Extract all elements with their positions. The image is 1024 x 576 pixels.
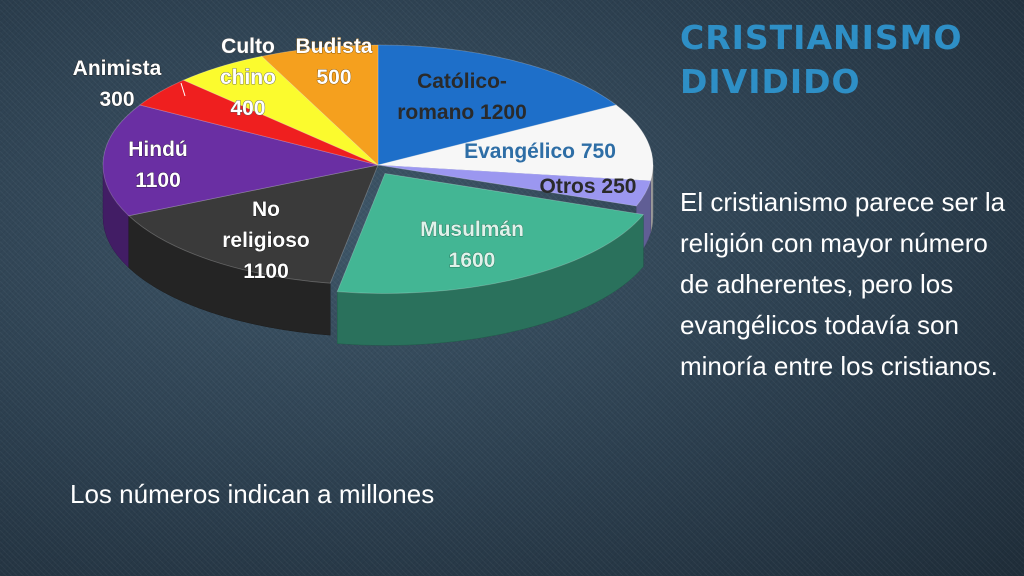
pie-chart: Católico-romano 1200 Evangélico 750 Otros …	[72, 35, 654, 346]
pie-slice-budista	[260, 44, 379, 166]
pie-slice-evangelico	[377, 104, 654, 182]
pie-label-no-religioso: No religioso 1100	[222, 198, 310, 283]
pie-slice-otros	[377, 164, 652, 207]
slide-title-line-1: CRISTIANISMO	[680, 18, 963, 57]
pie-label-budista: Budista 500	[295, 35, 372, 89]
pie-tops	[102, 44, 654, 294]
slide-title: CRISTIANISMO DIVIDIDO	[680, 16, 1010, 104]
pie-label-otros: Otros 250	[540, 175, 637, 198]
pie-label-musulman: Musulmán 1600	[420, 218, 524, 272]
pie-slice-animista	[138, 79, 379, 166]
slide-footnote: Los números indican a millones	[70, 479, 435, 509]
pie-slice-no-religioso	[127, 164, 379, 284]
pie-label-hindu: Hindú 1100	[128, 138, 187, 192]
slide-title-line-2: DIVIDIDO	[680, 62, 861, 101]
pie-label-evangelico: Evangélico 750	[464, 140, 616, 163]
pie-label-culto-chino: Culto chino 400	[220, 35, 276, 120]
pie-leader-line-animista	[180, 82, 186, 97]
pie-slice-musulman	[336, 173, 645, 294]
pie-slice-culto-chino	[182, 55, 379, 166]
pie-label-catolico-romano: Católico-romano 1200	[397, 70, 527, 124]
pie-slice-hindu	[102, 104, 379, 217]
slide-body-text: El cristianismo parece ser la religión c…	[680, 187, 1006, 381]
pie-slice-catolico-romano	[377, 44, 618, 166]
pie-labels: Católico-romano 1200 Evangélico 750 Otros …	[72, 35, 637, 284]
pie-label-animista: Animista 300	[73, 57, 162, 111]
